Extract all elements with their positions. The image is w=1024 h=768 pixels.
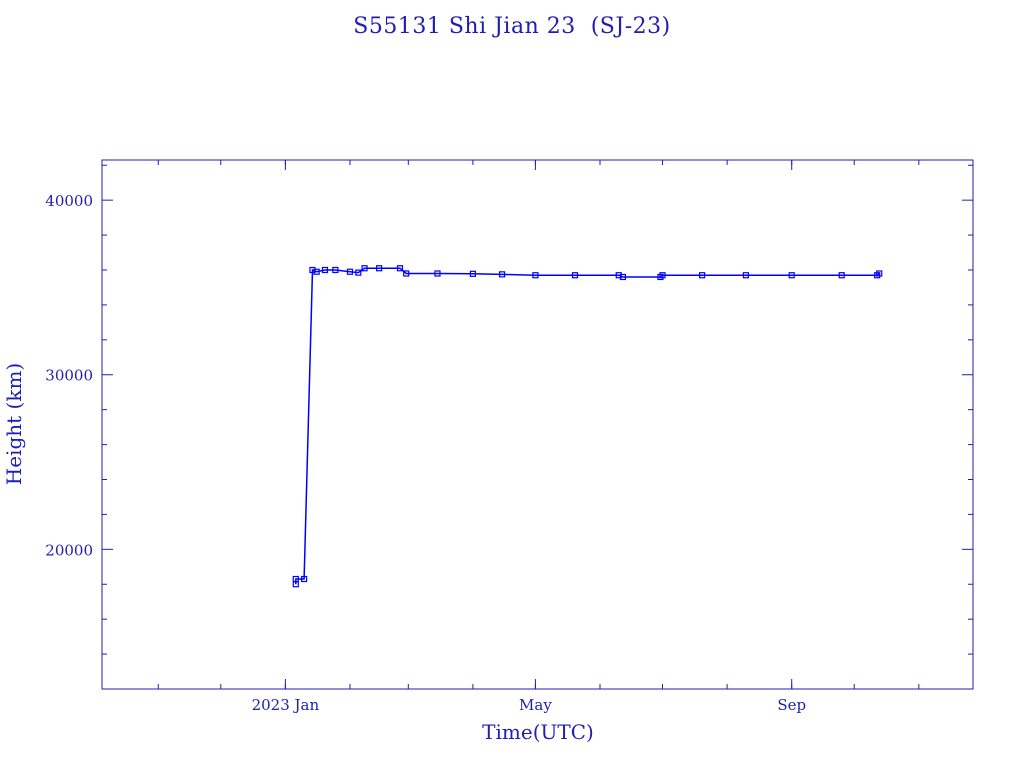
height-series-line [295,267,880,585]
minor-ticks [102,160,973,689]
y-tick-label: 30000 [45,367,93,385]
data-point [376,265,383,272]
y-tick-label: 20000 [45,541,93,559]
y-tick-label: 40000 [45,192,93,210]
data-point [498,271,506,278]
data-point [788,272,795,279]
x-axis-label: Time(UTC) [482,720,594,744]
data-point [332,266,339,274]
plot-frame [101,159,974,690]
data-point [838,272,845,279]
data-point [301,575,308,583]
data-point [619,273,627,281]
series-group [292,265,883,588]
data-point [346,268,354,275]
tick-labels: 2023 Jan May Sep 20000 30000 40000 [45,192,806,714]
data-point [313,268,320,275]
data-point [361,265,368,272]
data-point [309,266,316,274]
data-point [742,272,749,279]
x-tick-label: 2023 Jan [252,696,320,714]
data-point [396,265,404,272]
x-tick-label: May [519,696,552,714]
major-ticks [102,160,973,689]
data-point [292,575,299,583]
data-point [699,272,706,279]
data-point [532,272,539,279]
data-point [659,272,666,279]
data-point [355,269,362,276]
data-point [469,270,477,277]
chart-title: S55131 Shi Jian 23 (SJ-23) [353,14,671,39]
x-tick-label: Sep [777,696,806,714]
data-point [321,266,329,274]
data-point [615,272,622,279]
data-point [434,270,441,277]
y-axis-label: Height (km) [2,363,26,485]
data-point [571,272,579,279]
data-point [876,270,883,277]
data-point [403,270,410,277]
